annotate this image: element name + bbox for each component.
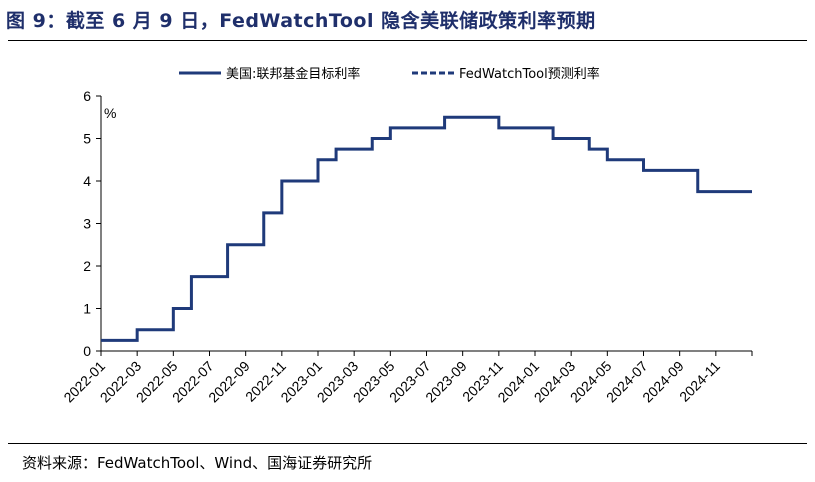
x-axis: 2022-012022-032022-052022-072022-092022-… bbox=[60, 350, 753, 405]
figure-title: 图 9：截至 6 月 9 日，FedWatchTool 隐含美联储政策利率预期 bbox=[6, 10, 596, 32]
x-tick-label: 2024-11 bbox=[676, 358, 723, 405]
y-tick-label: 6 bbox=[83, 88, 91, 104]
series-line-0 bbox=[101, 115, 752, 342]
y-axis-unit-label: % bbox=[104, 105, 116, 121]
y-tick-label: 3 bbox=[83, 216, 91, 232]
source-rule bbox=[8, 443, 807, 444]
y-tick-label: 0 bbox=[83, 343, 91, 359]
y-tick-label: 4 bbox=[83, 173, 91, 189]
source-note: 资料来源：FedWatchTool、Wind、国海证券研究所 bbox=[22, 454, 373, 472]
y-axis: 0 1 2 3 4 5 6 bbox=[83, 88, 102, 359]
legend-label-forecast-rate: FedWatchTool预测利率 bbox=[459, 66, 600, 82]
y-tick-label: 5 bbox=[83, 131, 91, 147]
y-tick-label: 1 bbox=[83, 301, 91, 317]
y-tick-label: 2 bbox=[83, 258, 91, 274]
title-rule bbox=[8, 40, 807, 41]
legend-label-target-rate: 美国:联邦基金目标利率 bbox=[226, 66, 360, 82]
chart-legend: 美国:联邦基金目标利率 FedWatchTool预测利率 bbox=[179, 66, 600, 82]
series-group bbox=[101, 115, 752, 342]
